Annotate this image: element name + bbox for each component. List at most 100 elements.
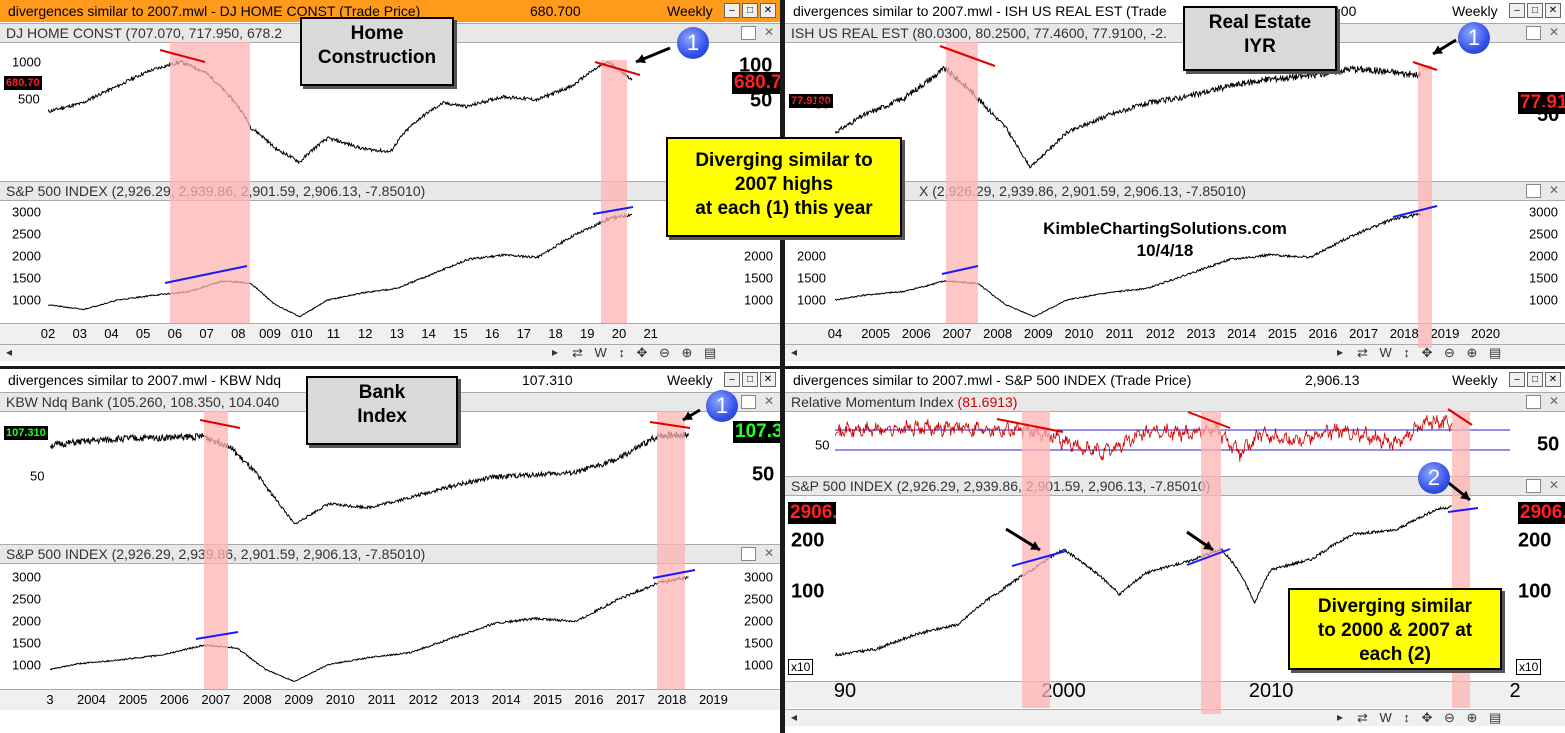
maximize-button[interactable]: □ bbox=[1527, 3, 1543, 18]
y-tick-label: 1000 bbox=[12, 54, 41, 70]
y-tick-label: 2000 bbox=[12, 613, 41, 629]
x-tick-label: 15 bbox=[453, 326, 468, 341]
scroll-left-arrow[interactable]: ◂ bbox=[790, 345, 798, 359]
x-tick-label: 13 bbox=[389, 326, 405, 341]
y-tick-label: 2000 bbox=[12, 248, 41, 264]
close-button[interactable]: ✕ bbox=[1545, 372, 1561, 387]
x-tick-label: 2014 bbox=[1227, 326, 1257, 341]
maximize-button[interactable]: □ bbox=[1527, 372, 1543, 387]
chart-scrollbar[interactable]: ◂ ▸ ⇄ W ↕ ✥ ⊖ ⊕ ▤ bbox=[785, 709, 1565, 726]
series-line bbox=[835, 64, 1421, 169]
x-tick-label: 2019 bbox=[698, 692, 728, 707]
pane-close-icon[interactable]: ✕ bbox=[763, 25, 774, 39]
x-tick-label: 2019 bbox=[1430, 326, 1460, 341]
chart-toolbar-icons[interactable]: ⇄ W ↕ ✥ ⊖ ⊕ ▤ bbox=[1357, 710, 1506, 725]
home-construction-price-chart bbox=[48, 59, 633, 165]
minimize-button[interactable]: – bbox=[1509, 372, 1525, 387]
x-tick-label: 2008 bbox=[983, 326, 1013, 341]
y-tick-label: 2000 bbox=[744, 613, 773, 629]
x-axis-bar: 04 2005 2006 2007 2008 2009 2010 2011 2012 2013 20… bbox=[785, 323, 1565, 344]
maximize-button[interactable]: □ bbox=[742, 3, 758, 18]
x-tick-label: 2005 bbox=[118, 692, 148, 707]
series-line bbox=[48, 59, 633, 165]
pane-close-icon[interactable]: ✕ bbox=[763, 394, 774, 408]
close-button[interactable]: ✕ bbox=[1545, 3, 1561, 18]
pane-maximize-box[interactable] bbox=[1526, 26, 1541, 40]
x-tick-label: 20 bbox=[611, 326, 627, 341]
x-tick-label: 2011 bbox=[367, 692, 396, 707]
minimize-button[interactable]: – bbox=[724, 3, 740, 18]
real-estate-callout: Real Estate IYR bbox=[1183, 6, 1337, 71]
pane-maximize-box[interactable] bbox=[741, 395, 756, 409]
scroll-left-arrow[interactable]: ◂ bbox=[5, 345, 13, 359]
y-tick-label: 50 bbox=[752, 463, 775, 486]
maximize-button[interactable]: □ bbox=[742, 372, 758, 387]
x-tick-label: 2015 bbox=[1267, 326, 1297, 341]
x-tick-label: 11 bbox=[326, 326, 341, 341]
x-tick-label: 2006 bbox=[159, 692, 189, 707]
x-tick-label: 2013 bbox=[450, 692, 480, 707]
last-price-tag-left: 107.310 bbox=[4, 426, 48, 440]
x-tick-label: 14 bbox=[421, 326, 436, 341]
scroll-left-arrow[interactable]: ◂ bbox=[790, 710, 798, 724]
pane-close-icon[interactable]: ✕ bbox=[1548, 478, 1559, 492]
x-tick-label: 3 bbox=[46, 692, 54, 707]
scroll-right-arrow[interactable]: ▸ bbox=[551, 345, 559, 359]
window-price: 107.310 bbox=[522, 372, 573, 388]
last-price-tag-right: 2906. bbox=[1518, 502, 1565, 524]
scroll-right-arrow[interactable]: ▸ bbox=[1336, 710, 1344, 724]
pane-maximize-box[interactable] bbox=[1526, 395, 1541, 409]
x-tick-label: 2014 bbox=[491, 692, 521, 707]
window-title-bar[interactable]: divergences similar to 2007.mwl - S&P 50… bbox=[785, 369, 1565, 391]
chart-toolbar-icons[interactable]: ⇄ W ↕ ✥ ⊖ ⊕ ▤ bbox=[572, 345, 721, 360]
window-title-bar[interactable]: divergences similar to 2007.mwl - ISH US… bbox=[785, 0, 1565, 22]
last-price-tag-left: 680.70 bbox=[4, 76, 42, 90]
x-tick-label: 04 bbox=[827, 326, 843, 341]
y-tick-label: 100 bbox=[791, 580, 825, 603]
close-button[interactable]: ✕ bbox=[760, 3, 776, 18]
scroll-right-arrow[interactable]: ▸ bbox=[1336, 345, 1344, 359]
pane-maximize-box[interactable] bbox=[1526, 479, 1541, 493]
y-tick-label: 100 bbox=[739, 54, 773, 77]
y-tick-label: 2500 bbox=[12, 591, 41, 607]
window-price: 680.700 bbox=[530, 3, 581, 19]
bottom-pane-header: S&P 500 INDEX (2,926.29, 2,939.86, 2,901… bbox=[0, 544, 780, 564]
x-tick-label: 2006 bbox=[901, 326, 931, 341]
x-axis-bar: 02 03 04 05 06 07 08 009 010 11 12 13 14 15 16 17 18 19 20… bbox=[0, 323, 780, 344]
chart-toolbar-icons[interactable]: ⇄ W ↕ ✥ ⊖ ⊕ ▤ bbox=[1357, 345, 1506, 360]
real-estate-price-chart bbox=[835, 64, 1421, 169]
sp500-long-term-chart bbox=[835, 505, 1452, 657]
x-tick-label: 07 bbox=[199, 326, 214, 341]
window-title-bar[interactable]: divergences similar to 2007.mwl - DJ HOM… bbox=[0, 0, 780, 22]
series-line bbox=[835, 505, 1452, 657]
close-button[interactable]: ✕ bbox=[760, 372, 776, 387]
y-tick-label: 3000 bbox=[12, 569, 41, 585]
bottom-pane-header: S&P 500 INDEX (2,926.29, 2,939.86, 2,901… bbox=[0, 181, 780, 201]
pane-close-icon[interactable]: ✕ bbox=[1548, 183, 1559, 197]
x-tick-label: 009 bbox=[259, 326, 281, 341]
x-tick-label: 2020 bbox=[1471, 326, 1501, 341]
x-tick-label: 17 bbox=[516, 326, 532, 341]
minimize-button[interactable]: – bbox=[724, 372, 740, 387]
y-tick-label: 50 bbox=[1537, 104, 1560, 126]
last-price-tag-right: 107.3 bbox=[733, 421, 780, 443]
y-tick-label: 2500 bbox=[744, 591, 773, 607]
watermark: KimbleChartingSolutions.com 10/4/18 bbox=[1020, 218, 1310, 262]
y-tick-label: 2000 bbox=[744, 248, 773, 264]
pane-maximize-box[interactable] bbox=[741, 547, 756, 561]
x-tick-label: 2000 bbox=[1041, 680, 1086, 702]
diverging-2007-note: Diverging similar to 2007 highs at each … bbox=[666, 137, 902, 237]
bottom-pane-header: X (2,926.29, 2,939.86, 2,901.59, 2,906.1… bbox=[785, 181, 1565, 201]
window-period: Weekly bbox=[667, 372, 713, 388]
pane-maximize-box[interactable] bbox=[1526, 184, 1541, 198]
y-tick-label: 500 bbox=[18, 91, 40, 107]
chart-scrollbar[interactable]: ◂ ▸ ⇄ W ↕ ✥ ⊖ ⊕ ▤ bbox=[785, 344, 1565, 361]
minimize-button[interactable]: – bbox=[1509, 3, 1525, 18]
series-line bbox=[835, 212, 1421, 318]
pane-close-icon[interactable]: ✕ bbox=[1548, 25, 1559, 39]
pane-close-icon[interactable]: ✕ bbox=[763, 546, 774, 560]
x-tick-label: 2016 bbox=[1308, 326, 1338, 341]
chart-scrollbar[interactable]: ◂ ▸ ⇄ W ↕ ✥ ⊖ ⊕ ▤ bbox=[0, 344, 780, 361]
pane-close-icon[interactable]: ✕ bbox=[1548, 394, 1559, 408]
pane-maximize-box[interactable] bbox=[741, 26, 756, 40]
